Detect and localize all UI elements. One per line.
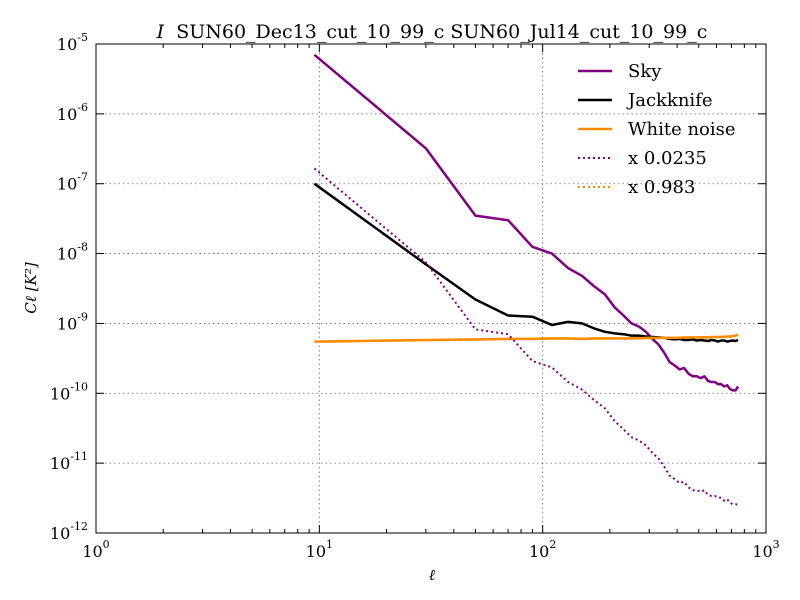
x-axis-label: ℓ (429, 566, 435, 584)
y-tick-label: 10-9 (57, 310, 88, 333)
y-tick-label: 10-10 (50, 380, 88, 403)
y-tick-label: 10-7 (57, 171, 88, 194)
x-tick-label: 101 (306, 538, 333, 561)
legend-label: x 0.983 (628, 177, 695, 198)
plot-frame (95, 43, 767, 534)
legend: Sky Jackknife White noise x 0.0235 x 0.983 (578, 61, 736, 198)
y-tick-label: 10-11 (50, 450, 88, 473)
y-tick-label: 10-12 (50, 520, 88, 543)
title-prefix: I (156, 21, 165, 43)
series-line-4 (314, 334, 739, 344)
legend-label: Jackknife (626, 90, 713, 111)
axis-ticks: 100 101 102 103 10-12 10-11 10-10 10-9 10-8 10-7 1… (50, 31, 780, 561)
series-line-0 (313, 53, 740, 392)
legend-label: White noise (628, 119, 736, 140)
series-line-3 (313, 167, 739, 507)
y-axis-label: Cℓ [K²] (22, 262, 40, 314)
title-text: SUN60_Dec13_cut_10_99_c SUN60_Jul14_cut_… (176, 21, 707, 43)
y-tick-label: 10-8 (57, 241, 88, 264)
y-tick-label: 10-6 (57, 101, 88, 124)
series-lines (313, 53, 740, 507)
x-tick-label: 103 (752, 538, 779, 561)
series-line-1 (313, 182, 739, 343)
legend-label: Sky (628, 61, 662, 82)
grid (96, 44, 766, 533)
chart-title: I SUN60_Dec13_cut_10_99_c SUN60_Jul14_cu… (156, 21, 708, 43)
x-tick-label: 102 (529, 538, 556, 561)
legend-label: x 0.0235 (628, 148, 707, 169)
y-tick-label: 10-5 (57, 31, 88, 54)
x-tick-label: 100 (82, 538, 109, 561)
